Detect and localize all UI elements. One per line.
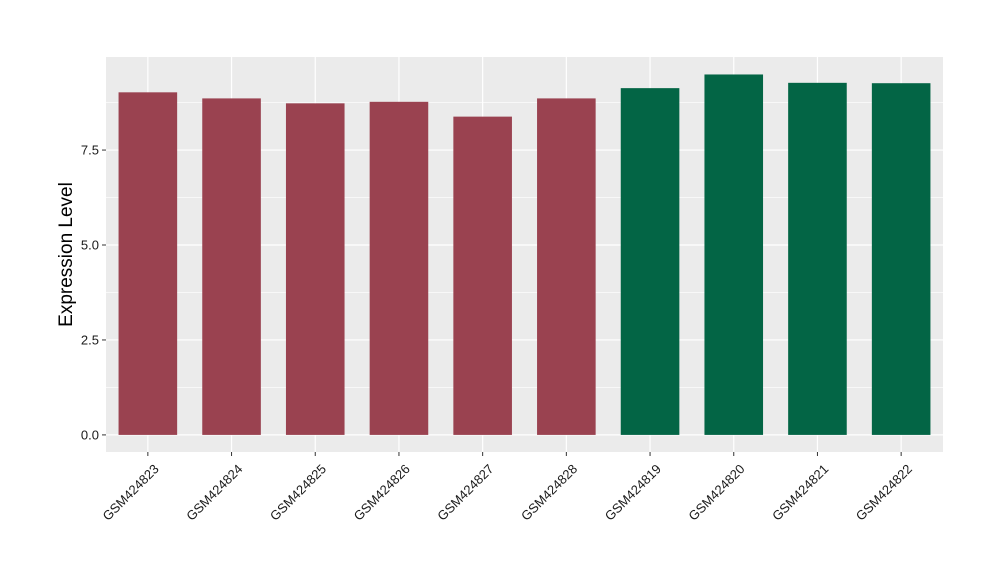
bar-GSM424827 [453,116,512,435]
x-tick-label: GSM424823 [100,461,162,523]
bar-GSM424823 [118,92,178,435]
y-axis: 0.0 2.5 5.0 7.5 [81,143,106,442]
bar-GSM424822 [871,83,931,435]
bar-GSM424821 [788,82,847,435]
bar-GSM424819 [620,88,680,435]
bars [118,74,931,435]
bar-GSM424824 [202,98,261,435]
x-tick-label: GSM424824 [183,461,245,523]
bar-GSM424820 [704,74,764,435]
x-axis: GSM424823 GSM424824 GSM424825 GSM424826 GSM4… [100,452,915,524]
x-tick-label: GSM424820 [685,461,747,523]
y-tick-label: 2.5 [81,332,99,347]
x-tick-label: GSM424828 [518,461,580,523]
x-tick-label: GSM424819 [602,461,664,523]
bar-GSM424825 [285,103,345,435]
x-tick-label: GSM424826 [351,461,413,523]
y-tick-label: 5.0 [81,238,99,253]
x-tick-label: GSM424825 [267,461,329,523]
bar-GSM424828 [537,98,596,435]
bar-GSM424826 [369,101,429,435]
x-tick-label: GSM424827 [434,461,496,523]
y-axis-title: Expression Level [56,182,77,327]
x-tick-label: GSM424821 [769,461,831,523]
y-tick-label: 0.0 [81,427,99,442]
y-tick-label: 7.5 [81,143,99,158]
x-tick-label: GSM424822 [853,461,915,523]
